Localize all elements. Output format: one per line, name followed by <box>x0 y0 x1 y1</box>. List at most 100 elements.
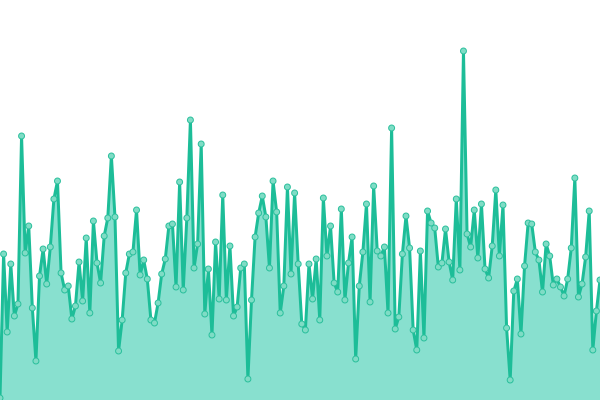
data-point <box>28 304 36 312</box>
data-point <box>150 319 158 327</box>
data-point <box>362 200 370 208</box>
data-point <box>194 240 202 248</box>
data-point <box>459 47 467 55</box>
data-point <box>46 243 54 251</box>
data-point <box>553 275 561 283</box>
data-point <box>201 310 209 318</box>
data-point <box>21 249 29 257</box>
data-point <box>467 243 475 251</box>
data-point <box>14 300 22 308</box>
data-point <box>391 325 399 333</box>
data-point <box>592 307 600 315</box>
data-markers <box>0 47 600 400</box>
data-point <box>172 283 180 291</box>
data-point <box>107 152 115 160</box>
data-point <box>183 214 191 222</box>
data-point <box>431 224 439 232</box>
data-point <box>161 255 169 263</box>
data-point <box>190 264 198 272</box>
data-point <box>438 259 446 267</box>
data-point <box>255 209 263 217</box>
data-point <box>542 240 550 248</box>
data-point <box>334 288 342 296</box>
data-point <box>219 191 227 199</box>
data-point <box>230 312 238 320</box>
data-point <box>330 279 338 287</box>
data-point <box>549 281 557 289</box>
data-point <box>75 258 83 266</box>
data-point <box>510 287 518 295</box>
data-point <box>528 220 536 228</box>
data-point <box>348 233 356 241</box>
data-point <box>154 299 162 307</box>
data-point <box>71 302 79 310</box>
data-point <box>222 296 230 304</box>
data-point <box>0 250 8 258</box>
data-point <box>287 270 295 278</box>
data-point <box>104 214 112 222</box>
data-point <box>50 195 58 203</box>
data-point <box>89 217 97 225</box>
data-point <box>506 376 514 384</box>
data-point <box>327 222 335 230</box>
data-point <box>560 292 568 300</box>
data-point <box>485 274 493 282</box>
data-point <box>122 269 130 277</box>
data-point <box>179 286 187 294</box>
data-point <box>32 357 40 365</box>
data-point <box>3 328 11 336</box>
data-point <box>10 312 18 320</box>
data-point <box>312 255 320 263</box>
data-point <box>481 265 489 273</box>
data-point <box>244 375 252 383</box>
data-point <box>589 346 597 354</box>
data-point <box>158 270 166 278</box>
data-point <box>539 288 547 296</box>
data-point <box>488 242 496 250</box>
data-point <box>366 298 374 306</box>
data-point <box>118 316 126 324</box>
data-point <box>7 260 15 268</box>
data-point <box>571 174 579 182</box>
data-point <box>345 259 353 267</box>
data-point <box>86 309 94 317</box>
data-point <box>140 256 148 264</box>
data-point <box>247 296 255 304</box>
data-point <box>79 297 87 305</box>
data-point <box>301 326 309 334</box>
data-point <box>273 208 281 216</box>
data-point <box>197 140 205 148</box>
data-point <box>380 243 388 251</box>
data-point <box>57 269 65 277</box>
data-point <box>531 248 539 256</box>
data-point <box>578 280 586 288</box>
data-point <box>359 248 367 256</box>
data-point <box>449 276 457 284</box>
data-point <box>452 195 460 203</box>
data-point <box>477 200 485 208</box>
data-point <box>262 213 270 221</box>
data-point <box>582 253 590 261</box>
data-point <box>143 275 151 283</box>
data-point <box>25 222 33 230</box>
data-point <box>377 252 385 260</box>
data-point <box>309 295 317 303</box>
data-point <box>409 326 417 334</box>
data-point <box>406 244 414 252</box>
data-point <box>319 194 327 202</box>
data-point <box>445 258 453 266</box>
data-point <box>53 177 61 185</box>
data-point <box>93 259 101 267</box>
data-point <box>136 271 144 279</box>
data-point <box>503 324 511 332</box>
data-point <box>39 245 47 253</box>
data-point <box>305 260 313 268</box>
data-point <box>388 124 396 132</box>
data-point <box>294 260 302 268</box>
data-point <box>355 282 363 290</box>
data-point <box>265 264 273 272</box>
data-point <box>133 206 141 214</box>
data-point <box>352 355 360 363</box>
data-point <box>226 242 234 250</box>
data-point <box>546 252 554 260</box>
